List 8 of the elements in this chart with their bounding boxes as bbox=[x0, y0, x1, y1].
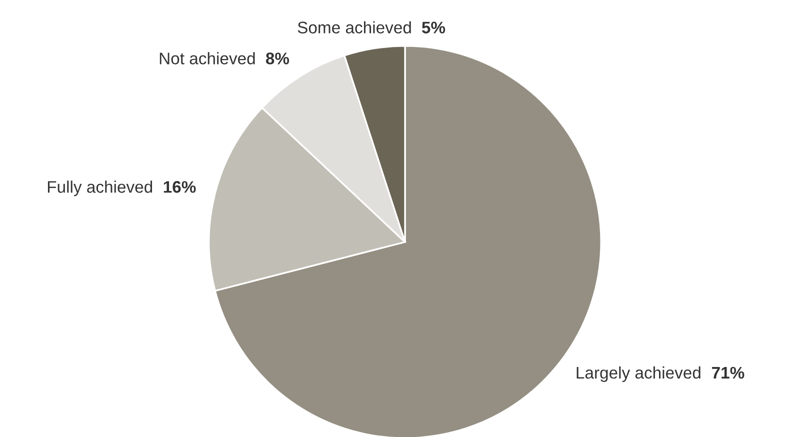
slice-label: Not achieved bbox=[160, 52, 255, 64]
data-label: 71% bbox=[712, 366, 744, 379]
slice-label: Some achieved bbox=[298, 21, 411, 34]
data-label: 8% bbox=[266, 52, 290, 64]
slice-label: Fully achieved bbox=[48, 180, 152, 196]
slice-label: Largely achieved bbox=[576, 366, 700, 382]
data-label: 16% bbox=[164, 181, 196, 193]
data-label: 5% bbox=[422, 22, 446, 34]
